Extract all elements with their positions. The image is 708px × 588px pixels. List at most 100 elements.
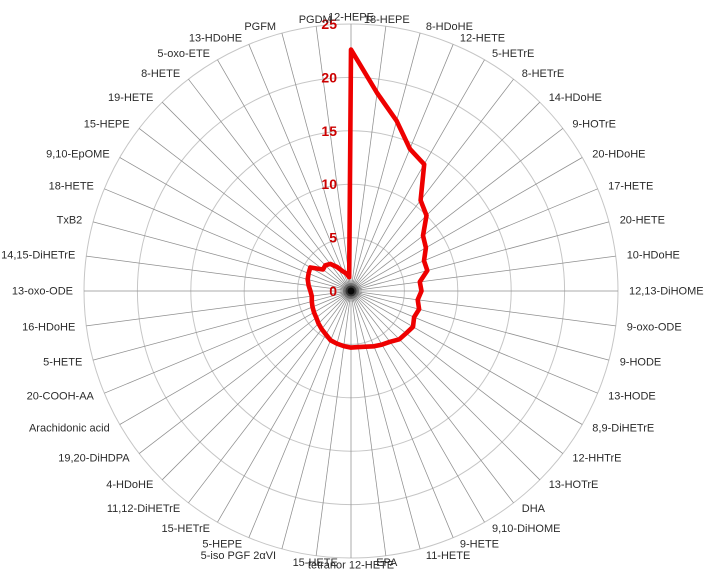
axis-label: 15-HETE (293, 557, 338, 569)
grid-spoke (350, 290, 514, 504)
axis-label: PGDM (299, 14, 332, 26)
axis-label: 19-HETE (108, 92, 153, 104)
axis-label: 9-HODE (620, 356, 662, 368)
grid-spoke (86, 255, 352, 292)
center-dot (347, 287, 355, 295)
axis-label: 12-HHTrE (572, 452, 621, 464)
grid-spoke (119, 290, 352, 425)
radial-tick-label: 0 (329, 283, 337, 299)
axis-label: 9,10-EpOME (46, 149, 110, 161)
grid-spoke (104, 188, 352, 292)
axis-label: 8-HETrE (522, 68, 564, 80)
axis-label: 8,9-DiHETrE (592, 423, 654, 435)
grid-spoke (93, 290, 352, 361)
radial-tick-label: 5 (329, 230, 337, 246)
grid-spoke (350, 44, 454, 292)
axis-label: 9-oxo-ODE (627, 321, 682, 333)
axis-label: 18-HETE (49, 181, 94, 193)
grid-spoke (350, 290, 387, 556)
axis-label: 20-HDoHE (592, 149, 645, 161)
axis-label: 19,20-DiHDPA (58, 452, 130, 464)
grid-spoke (350, 26, 387, 292)
axis-label: 9-HETE (460, 539, 499, 551)
axis-label: 5-iso PGF 2αVI (201, 550, 276, 562)
axis-label: 11,12-DiHETrE (107, 503, 180, 515)
grid-spoke (93, 221, 352, 292)
grid-spoke (350, 157, 583, 292)
radial-tick-label: 15 (321, 123, 337, 139)
grid-spoke (188, 78, 352, 292)
grid-spoke (350, 290, 598, 394)
axis-label: 13-HDoHE (189, 32, 242, 44)
axis-label: 8-HDoHE (426, 21, 473, 33)
grid-spoke (350, 290, 421, 549)
axis-label: 12-HETE (460, 32, 505, 44)
radial-tick-label: 20 (321, 69, 337, 85)
axis-label: DHA (522, 503, 546, 515)
grid-spoke (350, 290, 485, 523)
grid-spoke (248, 44, 352, 292)
axis-label: 13-oxo-ODE (12, 286, 73, 298)
grid-spoke (350, 78, 514, 292)
grid-spoke (350, 255, 616, 292)
axis-label: 5-HETE (43, 356, 82, 368)
grid-spoke (281, 33, 352, 292)
axis-label: 11-HETE (426, 550, 470, 562)
grid-spoke (248, 290, 352, 538)
grid-spoke (350, 188, 598, 292)
axis-label: EPA (376, 557, 398, 569)
axis-label: 5-HETrE (492, 48, 534, 60)
axis-label: 17-HETE (608, 181, 653, 193)
axis-label: 16-HDoHE (22, 321, 75, 333)
grid-spoke (104, 290, 352, 394)
grid-spoke (350, 59, 485, 292)
grid-spoke (161, 101, 352, 292)
radial-tick-label: 25 (321, 16, 337, 32)
axis-label: tetranor 12-HETE (308, 560, 394, 572)
axis-label: PGFM (244, 21, 276, 33)
axis-label: TxB2 (57, 215, 83, 227)
axis-label: 20-COOH-AA (27, 390, 95, 402)
grid-spoke (315, 26, 352, 292)
grid-spoke (350, 290, 454, 538)
axis-label: 18-HEPE (364, 14, 410, 26)
axis-label: 15-HEPE (84, 119, 130, 131)
grid-spoke (315, 290, 352, 556)
axis-label: 14,15-DiHETrE (1, 250, 75, 262)
grid-spoke (350, 128, 564, 292)
axis-label: 9-HOTrE (572, 119, 616, 131)
grid-spoke (281, 290, 352, 549)
grid-spoke (350, 290, 541, 481)
grid-spoke (350, 290, 564, 454)
grid-spoke (188, 290, 352, 504)
grid-spoke (217, 59, 352, 292)
axis-label: 4-HDoHE (106, 479, 153, 491)
grid-spoke (161, 290, 352, 481)
axis-label: 8-HETE (141, 68, 180, 80)
axis-label: 14-HDoHE (549, 92, 602, 104)
axis-label: 20-HETE (620, 215, 665, 227)
grid-spoke (217, 290, 352, 523)
axis-label: 12,13-DiHOME (629, 286, 704, 298)
grid-spoke (350, 290, 616, 327)
axis-label: 15-HETrE (162, 523, 211, 535)
grid-spoke (86, 290, 352, 327)
axis-label: 5-oxo-ETE (157, 48, 210, 60)
axis-label: 10-HDoHE (627, 250, 680, 262)
grid-spoke (350, 101, 541, 292)
grid-spoke (138, 128, 352, 292)
grid-spoke (350, 290, 609, 361)
axis-label: 9,10-DiHOME (492, 523, 560, 535)
radial-tick-label: 10 (321, 176, 337, 192)
axis-label: 13-HODE (608, 390, 656, 402)
axis-label: 12-HEPE (328, 12, 374, 24)
axis-label: Arachidonic acid (29, 423, 110, 435)
grid-spoke (119, 157, 352, 292)
grid-spoke (350, 221, 609, 292)
grid-spoke (350, 290, 583, 425)
series-line (305, 47, 430, 350)
axis-label: 13-HOTrE (549, 479, 599, 491)
grid-spoke (350, 33, 421, 292)
